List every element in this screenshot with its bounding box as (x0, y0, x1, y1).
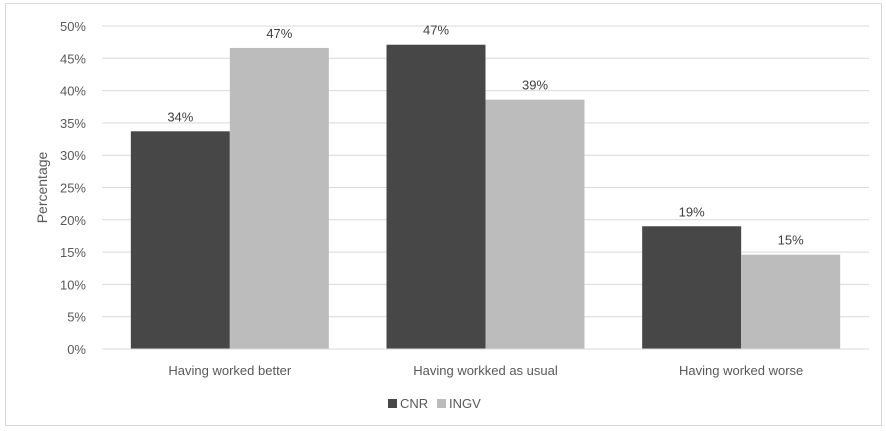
data-label: 19% (679, 204, 705, 219)
data-label: 34% (167, 109, 193, 124)
y-tick-label: 35% (60, 116, 86, 131)
x-axis-ticks: Having worked better Having workked as us… (168, 363, 803, 378)
y-axis-ticks: 0% 5% 10% 15% 20% 25% 30% 35% 40% 45% 50% (60, 19, 86, 357)
x-tick-label: Having worked better (168, 363, 292, 378)
y-tick-label: 0% (67, 342, 86, 357)
y-tick-label: 15% (60, 245, 86, 260)
y-tick-label: 25% (60, 181, 86, 196)
bar-ingv (229, 47, 329, 350)
legend-swatch-ingv (437, 399, 446, 408)
y-tick-label: 20% (60, 213, 86, 228)
y-tick-label: 50% (60, 19, 86, 34)
y-tick-label: 45% (60, 51, 86, 66)
bar-cnr (386, 44, 486, 349)
x-tick-label: Having worked worse (679, 363, 803, 378)
legend-label-cnr: CNR (400, 396, 428, 411)
bar-ingv (485, 99, 585, 349)
data-label: 47% (266, 26, 292, 41)
bar-cnr (130, 131, 230, 349)
y-axis-label: Percentage (34, 151, 50, 223)
legend-label-ingv: INGV (449, 396, 481, 411)
bar-cnr (642, 226, 742, 349)
y-tick-label: 10% (60, 277, 86, 292)
data-label: 15% (778, 233, 804, 248)
data-label: 39% (522, 78, 548, 93)
y-tick-label: 5% (67, 310, 86, 325)
data-label: 47% (423, 23, 449, 38)
bar-ingv (741, 254, 841, 349)
y-tick-label: 40% (60, 84, 86, 99)
bars (130, 44, 841, 350)
legend: CNR INGV (388, 396, 481, 411)
legend-swatch-cnr (388, 399, 397, 408)
y-tick-label: 30% (60, 148, 86, 163)
data-labels: 34% 47% 47% 39% 19% 15% (167, 23, 804, 248)
x-tick-label: Having workked as usual (413, 363, 558, 378)
